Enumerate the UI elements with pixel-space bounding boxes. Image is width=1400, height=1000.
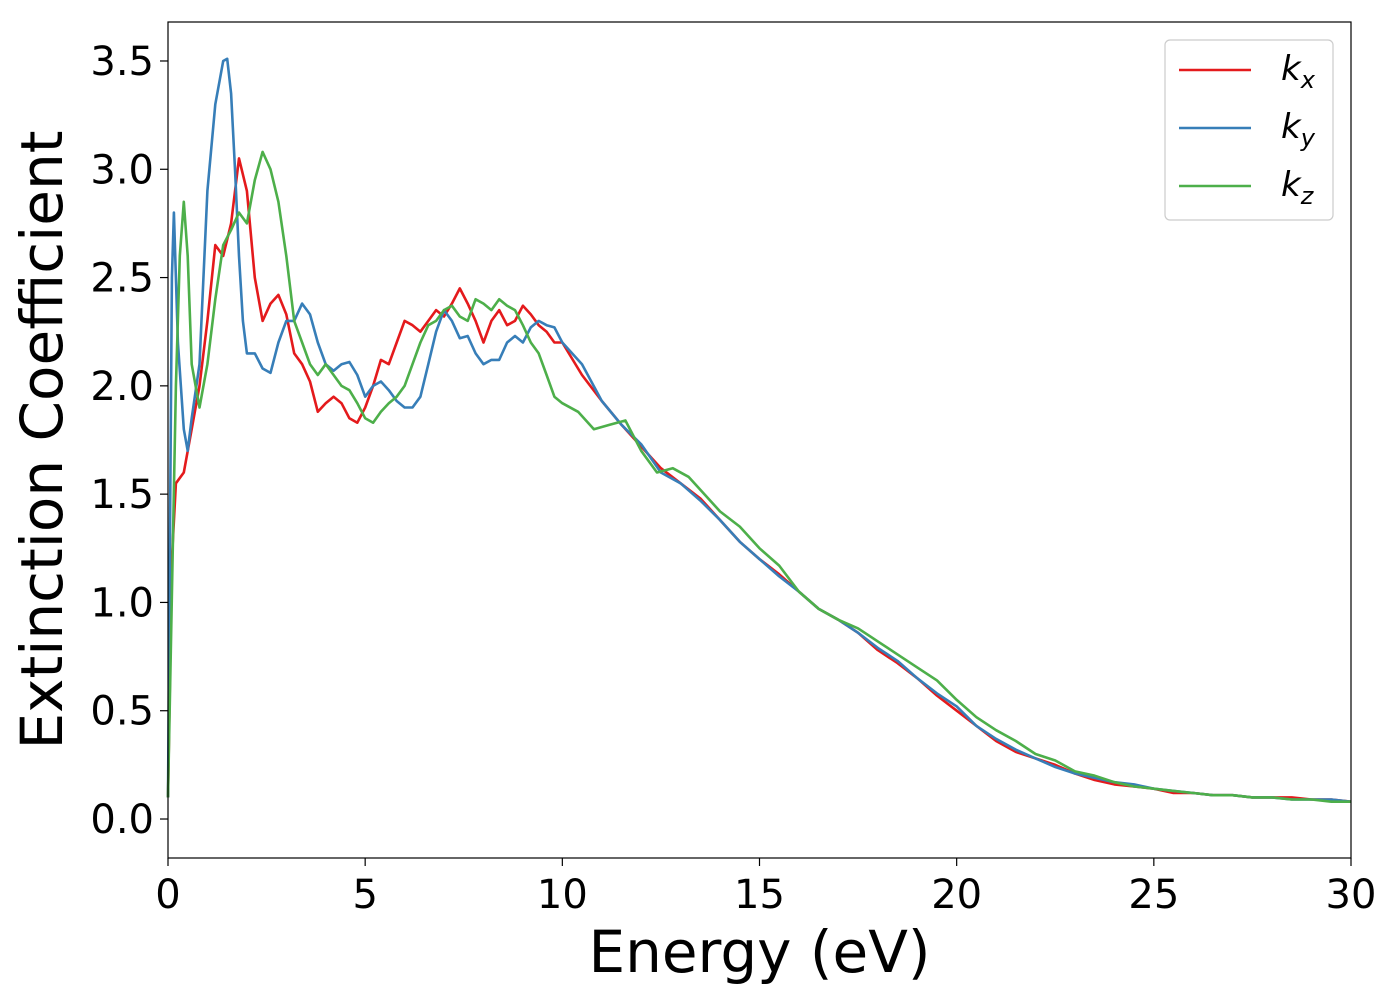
x-axis-title: Energy (eV) <box>588 918 930 986</box>
legend-box <box>1164 39 1334 221</box>
legend: kx ky kz <box>1164 39 1334 221</box>
legend-label-x: kx <box>1281 49 1316 94</box>
legend-label-y: ky <box>1281 107 1316 152</box>
x-tick-label: 10 <box>537 872 588 918</box>
x-tick-label: 20 <box>931 872 982 918</box>
y-tick-label: 2.0 <box>90 364 154 410</box>
series-layer <box>166 57 1352 803</box>
y-tick-label: 3.5 <box>90 39 154 85</box>
x-tick-label: 30 <box>1326 872 1377 918</box>
y-tick-label: 0.5 <box>90 689 154 735</box>
series-line-y <box>166 57 1352 803</box>
y-axis-title: Extinction Coefficient <box>8 131 76 750</box>
y-tick-label: 0.0 <box>90 797 154 843</box>
y-tick-label: 1.0 <box>90 580 154 626</box>
legend-label-z: kz <box>1281 165 1315 210</box>
series-line-z <box>166 150 1351 803</box>
y-tick-label: 2.5 <box>90 256 154 302</box>
y-tick-label: 3.0 <box>90 147 154 193</box>
x-axis: 0 5 10 15 20 25 30 <box>155 858 1376 918</box>
x-tick-label: 25 <box>1128 872 1179 918</box>
y-tick-label: 1.5 <box>90 472 154 518</box>
series-line-x <box>166 157 1352 803</box>
y-axis: 0.0 0.5 1.0 1.5 2.0 2.5 3.0 3.5 <box>90 39 168 843</box>
x-tick-label: 0 <box>155 872 180 918</box>
x-tick-label: 5 <box>352 872 377 918</box>
x-tick-label: 15 <box>734 872 785 918</box>
